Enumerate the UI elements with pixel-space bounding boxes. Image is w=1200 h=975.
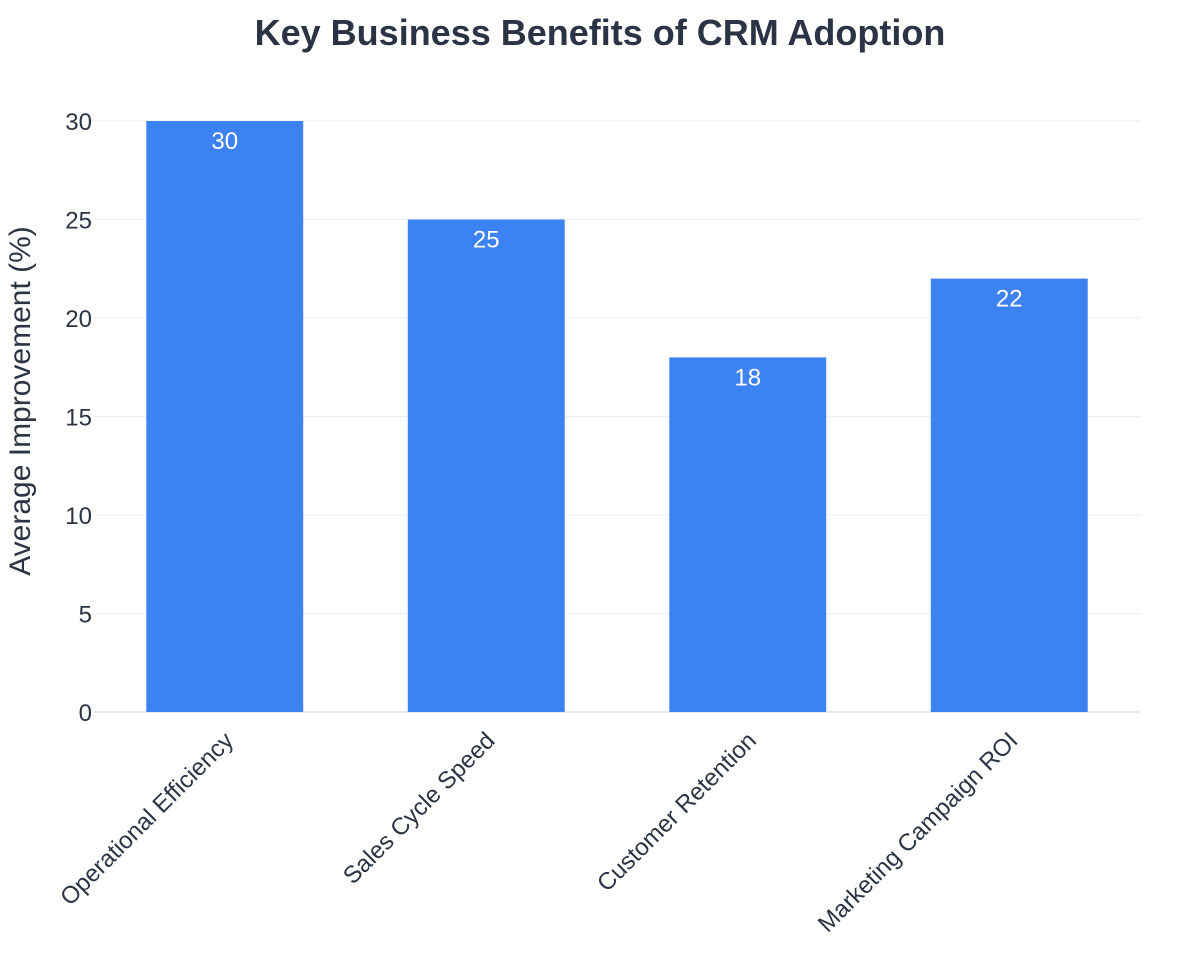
chart-title: Key Business Benefits of CRM Adoption: [255, 12, 946, 53]
y-tick-label: 20: [65, 306, 92, 333]
bar[interactable]: [146, 121, 304, 712]
y-tick-label: 10: [65, 503, 92, 530]
x-tick-label: Sales Cycle Speed: [338, 727, 500, 889]
x-tick-label: Marketing Campaign ROI: [813, 727, 1024, 938]
y-tick-label: 30: [65, 109, 92, 136]
bar-value-label: 30: [211, 128, 238, 155]
y-tick-label: 5: [79, 602, 92, 629]
bar[interactable]: [930, 278, 1088, 712]
bar-labels: 30 25 18 22: [211, 128, 1022, 391]
x-axis-ticks: Operational Efficiency Sales Cycle Speed C…: [55, 727, 1023, 938]
y-axis-title: Average Improvement (%): [4, 226, 37, 576]
bar[interactable]: [407, 219, 565, 713]
bar-value-label: 18: [734, 364, 761, 391]
x-tick-label: Operational Efficiency: [55, 727, 239, 911]
bar-value-label: 25: [473, 227, 500, 254]
y-axis-ticks: 0 5 10 15 20 25 30: [65, 109, 92, 727]
y-tick-label: 15: [65, 405, 92, 432]
x-tick-label: Customer Retention: [592, 727, 762, 897]
bar[interactable]: [669, 357, 827, 712]
y-tick-label: 25: [65, 208, 92, 235]
bar-value-label: 22: [996, 286, 1023, 313]
bars: [146, 121, 1088, 713]
y-tick-label: 0: [79, 700, 92, 727]
